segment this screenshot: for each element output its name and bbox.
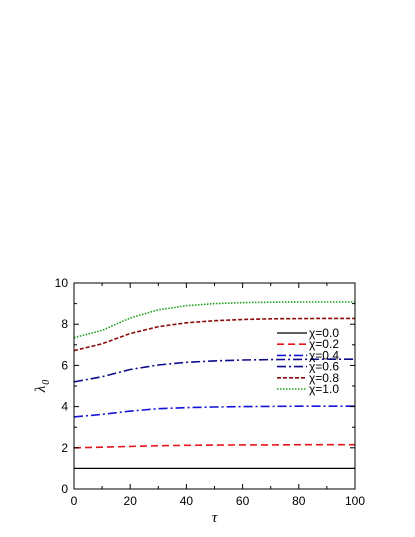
legend-label: χ=0.8 (309, 371, 339, 385)
x-tick-label: 80 (292, 494, 306, 508)
legend-label: χ=1.0 (309, 382, 339, 396)
y-tick-label: 10 (55, 276, 69, 290)
y-tick-label: 2 (61, 441, 68, 455)
ticks-layer: 0 20 40 60 80 100 0 2 4 6 8 10 (55, 276, 366, 508)
series-line-3 (73, 358, 355, 383)
series-line-5 (73, 301, 355, 339)
y-axis-title-main: λ (33, 385, 49, 393)
y-tick-label: 6 (61, 358, 68, 372)
series-layer (73, 301, 355, 470)
x-tick-label: 40 (180, 494, 194, 508)
legend-label: χ=0.2 (309, 337, 339, 351)
x-tick-label: 20 (124, 494, 138, 508)
series-line-1 (73, 443, 355, 449)
y-tick-label: 8 (61, 317, 68, 331)
x-tick-label: 0 (71, 494, 78, 508)
y-axis-title-sub: 0 (41, 380, 52, 385)
y-tick-label: 0 (61, 482, 68, 496)
svg-text:λ0: λ0 (33, 380, 52, 394)
x-axis-title: τ (212, 510, 218, 526)
y-tick-label: 4 (61, 400, 68, 414)
legend-label: χ=0.6 (309, 360, 339, 374)
series-line-2 (73, 405, 355, 418)
series-line-4 (73, 317, 355, 352)
legend: χ=0.0χ=0.2χ=0.4χ=0.6χ=0.8χ=1.0 (277, 326, 339, 396)
y-axis-title: λ0 (33, 380, 52, 394)
legend-label: χ=0.4 (309, 348, 339, 362)
x-tick-label: 100 (345, 494, 365, 508)
legend-label: χ=0.0 (309, 326, 339, 340)
x-tick-label: 60 (236, 494, 250, 508)
